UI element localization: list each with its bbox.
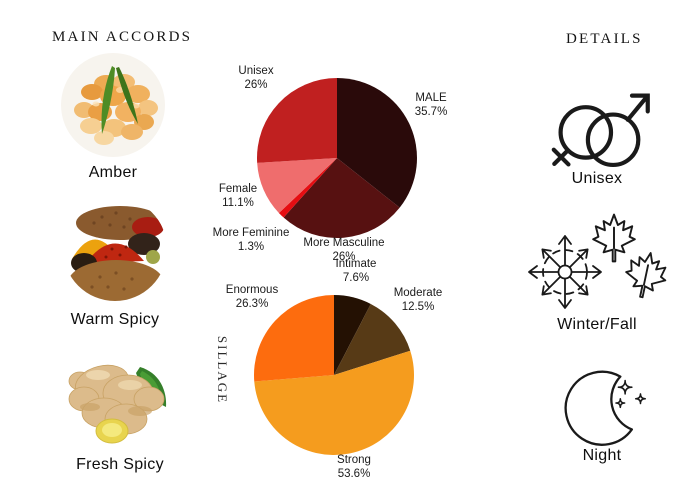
- pie-slice-female: [257, 158, 337, 213]
- pie-slice-strong: [254, 350, 415, 456]
- details-header: DETAILS: [566, 31, 643, 47]
- slice-label-male: MALE 35.7%: [414, 92, 448, 118]
- slice-label-moderate: Moderate 12.5%: [393, 287, 443, 313]
- slice-label-strong: Strong 53.6%: [337, 454, 371, 480]
- pie-slice-more-feminine: [278, 158, 337, 218]
- warm-spicy-image: [68, 206, 164, 301]
- sillage-axis-label: SILLAGE: [215, 335, 230, 405]
- accord-label-amber: Amber: [88, 164, 138, 181]
- slice-label-female: Female 11.1%: [218, 183, 258, 209]
- unisex-gender-icon: [551, 93, 650, 168]
- pie-slice-more-masculine: [283, 158, 400, 238]
- fresh-spicy-image: [68, 364, 167, 444]
- pie-slice-unisex: [257, 78, 337, 163]
- pie-slice-moderate: [334, 303, 411, 375]
- detail-label-winter-fall: Winter/Fall: [557, 316, 637, 333]
- slice-label-more-masculine: More Masculine 26%: [303, 237, 385, 263]
- main-accords-header: MAIN ACCORDS: [52, 29, 193, 45]
- pie-slice-male: [337, 78, 417, 208]
- pie-slice-enormous: [254, 295, 334, 382]
- slice-label-unisex: Unisex 26%: [238, 65, 274, 91]
- slice-label-more-feminine: More Feminine 1.3%: [212, 227, 290, 253]
- pie-slice-intimate: [334, 295, 371, 375]
- slice-label-enormous: Enormous 26.3%: [225, 284, 279, 310]
- sillage-pie-chart: [254, 295, 415, 456]
- accord-label-fresh-spicy: Fresh Spicy: [76, 456, 164, 473]
- gender-pie-chart: [257, 78, 417, 238]
- night-moon-icon: [564, 370, 647, 446]
- slice-label-intimate: Intimate 7.6%: [335, 258, 377, 284]
- amber-image: [61, 53, 165, 157]
- accord-label-warm-spicy: Warm Spicy: [70, 311, 160, 328]
- detail-label-night: Night: [582, 447, 622, 464]
- winter-fall-icon: [528, 213, 667, 309]
- detail-label-unisex: Unisex: [571, 170, 623, 187]
